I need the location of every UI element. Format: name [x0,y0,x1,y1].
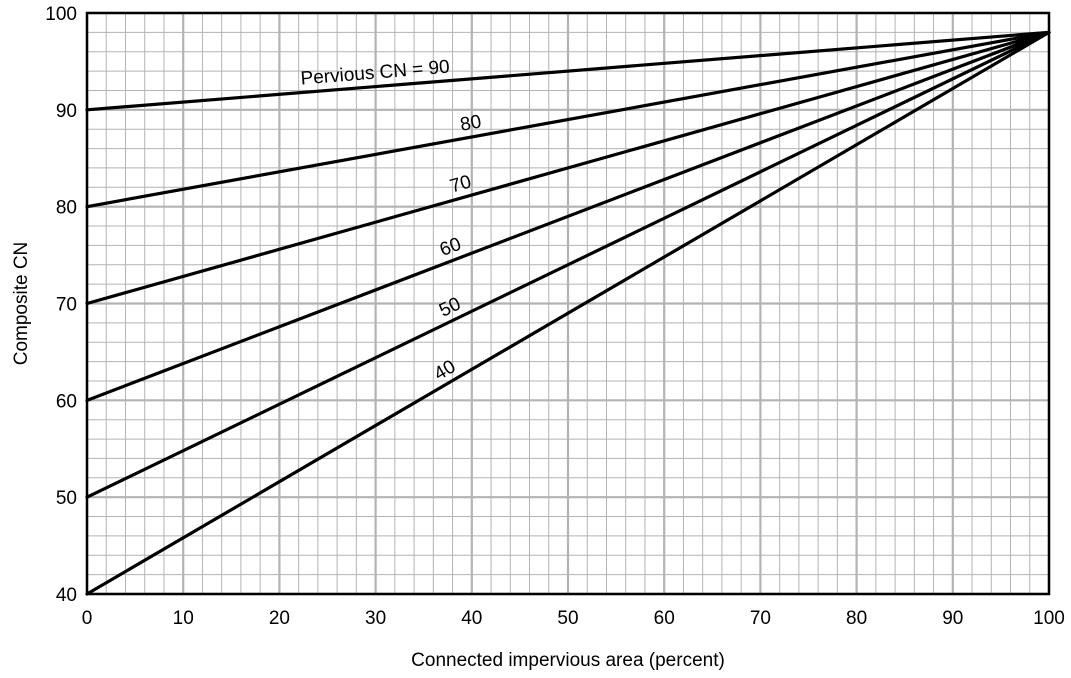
x-axis-label: Connected impervious area (percent) [411,650,725,671]
series-line-2 [85,30,1051,306]
series-label-1: 80 [459,111,484,135]
series-line-0 [85,30,1051,112]
y-tick-label: 90 [56,101,77,122]
x-tick-label: 80 [846,608,867,629]
y-axis-label: Composite CN [11,242,32,366]
plot-frame [85,11,1051,596]
y-tick-label: 100 [45,4,77,25]
x-tick-label: 40 [461,608,482,629]
series-line-1 [85,30,1051,209]
grid [85,11,1051,596]
x-tick-labels: 0 10 20 30 40 50 60 70 80 90 100 [82,608,1065,629]
series-line-5 [85,30,1051,596]
y-tick-label: 80 [56,198,77,219]
x-tick-label: 60 [654,608,675,629]
y-tick-label: 40 [56,585,77,606]
series-line-4 [85,30,1051,499]
x-tick-label: 50 [557,608,578,629]
y-tick-label: 50 [56,488,77,509]
y-tick-label: 60 [56,391,77,412]
x-tick-label: 100 [1033,608,1065,629]
x-tick-label: 20 [269,608,290,629]
y-tick-label: 70 [56,295,77,316]
x-tick-label: 90 [942,608,963,629]
series-lines [85,30,1051,596]
x-tick-label: 70 [750,608,771,629]
x-tick-label: 30 [365,608,386,629]
x-tick-label: 0 [82,608,93,629]
y-tick-labels: 40 50 60 70 80 90 100 [45,4,77,606]
series-label-2: 70 [448,171,474,197]
x-tick-label: 10 [173,608,194,629]
series-line-3 [85,30,1051,402]
